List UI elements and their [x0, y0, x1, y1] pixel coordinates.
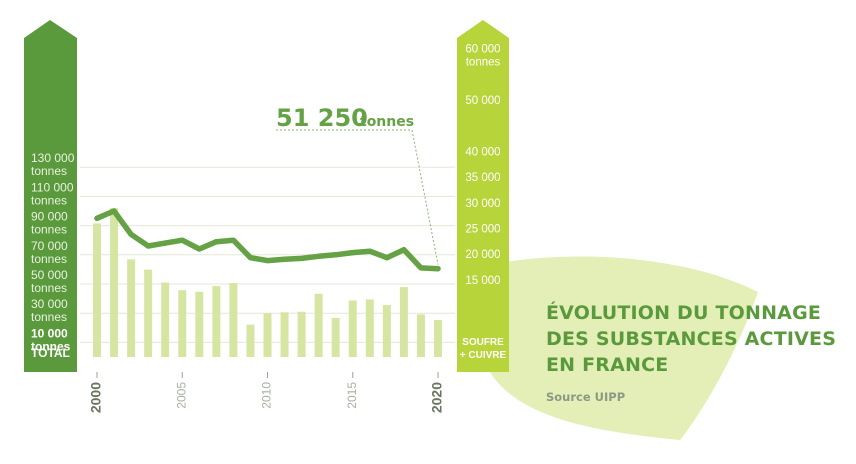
left-tick-unit-5: tonnes: [31, 193, 67, 207]
left-tick-label-2: 50 000: [31, 268, 68, 282]
right-axis-top-unit: tonnes: [466, 57, 501, 69]
right-tick-label-6: 50 000: [465, 95, 500, 107]
x-tick-label-2020: 2020: [429, 382, 445, 413]
chart-title-line-3: EN FRANCE: [546, 354, 669, 376]
left-tick-unit-4: tonnes: [31, 223, 67, 237]
right-tick-label-4: 35 000: [465, 172, 500, 184]
total-point-2016: [367, 248, 373, 254]
right-tick-label-1: 20 000: [465, 249, 500, 261]
left-axis-band: [24, 20, 77, 372]
right-tick-label-3: 30 000: [465, 198, 500, 210]
right-axis-label-line-2: + CUIVRE: [460, 350, 507, 361]
bar-2020: [434, 319, 442, 357]
left-tick-label-5: 110 000: [31, 180, 74, 194]
total-point-2008: [230, 237, 236, 243]
bar-2001: [110, 207, 119, 357]
total-point-2007: [213, 239, 219, 245]
bar-2005: [178, 290, 187, 357]
left-tick-label-3: 70 000: [31, 239, 68, 253]
total-point-2017: [384, 255, 390, 261]
chart-source: Source UIPP: [546, 390, 626, 404]
bar-2017: [382, 305, 391, 357]
right-tick-label-0: 15 000: [465, 275, 500, 287]
total-point-2002: [128, 231, 134, 237]
bar-2006: [195, 291, 204, 357]
x-tick-label-2010: 2010: [260, 382, 274, 409]
bar-2003: [144, 269, 153, 357]
x-tick-label-2015: 2015: [345, 382, 359, 409]
left-tick-unit-3: tonnes: [31, 252, 67, 266]
total-point-2019: [418, 265, 424, 271]
bar-2018: [399, 287, 408, 357]
annotation-unit: tonnes: [360, 114, 414, 130]
bar-2012: [297, 311, 306, 357]
total-point-2009: [247, 255, 254, 261]
bar-2019: [416, 314, 425, 357]
annotation-leader: [276, 129, 439, 265]
right-tick-label-2: 25 000: [465, 224, 500, 236]
total-point-2020: [435, 266, 441, 272]
bar-2013: [314, 293, 323, 357]
bar-2016: [365, 299, 374, 357]
chart-title-line-1: ÉVOLUTION DU TONNAGE: [546, 302, 822, 324]
total-point-2003: [145, 243, 151, 249]
left-tick-unit-2: tonnes: [31, 281, 67, 295]
total-point-2015: [350, 250, 356, 256]
left-axis-label: TOTAL: [31, 346, 70, 360]
chart-title-line-2: DES SUBSTANCES ACTIVES: [546, 328, 837, 350]
bar-2009: [246, 324, 255, 357]
right-axis-band: [457, 20, 509, 372]
total-point-2004: [162, 240, 168, 246]
total-point-2010: [264, 258, 271, 264]
chart-title-block: ÉVOLUTION DU TONNAGE DES SUBSTANCES ACTI…: [546, 300, 846, 404]
total-point-2006: [196, 246, 202, 252]
bar-2011: [280, 312, 289, 357]
bar-2004: [161, 282, 170, 357]
left-tick-label-6: 130 000: [31, 151, 75, 165]
bar-2010: [263, 313, 272, 357]
total-point-2012: [299, 255, 305, 262]
bar-2007: [212, 286, 221, 357]
right-tick-label-5: 40 000: [465, 146, 500, 158]
total-point-2011: [281, 256, 288, 262]
bar-2000: [93, 223, 101, 357]
x-tick-label-2000: 2000: [88, 382, 104, 413]
total-point-2005: [179, 237, 185, 243]
left-tick-unit-6: tonnes: [31, 164, 67, 178]
left-tick-unit-1: tonnes: [31, 310, 67, 324]
right-axis-label-line-1: SOUFRE: [462, 337, 504, 348]
left-tick-label-4: 90 000: [31, 210, 68, 224]
total-point-2001: [111, 208, 117, 214]
leaf-shape: [479, 256, 758, 440]
left-tick-unit-0: tonnes: [31, 339, 71, 353]
total-point-2013: [316, 253, 322, 259]
total-point-2000: [94, 215, 100, 221]
total-point-2014: [333, 252, 339, 258]
x-tick-label-2005: 2005: [174, 382, 188, 409]
left-tick-label-1: 30 000: [31, 297, 68, 311]
right-tick-label-7: 60 000: [465, 44, 500, 56]
total-point-2018: [401, 247, 407, 253]
bar-2015: [348, 300, 357, 357]
left-tick-label-0: 10 000: [31, 326, 68, 340]
bar-2014: [331, 317, 340, 357]
bar-2002: [127, 259, 136, 357]
bar-2008: [229, 282, 238, 357]
annotation-value: 51 250: [276, 104, 368, 132]
